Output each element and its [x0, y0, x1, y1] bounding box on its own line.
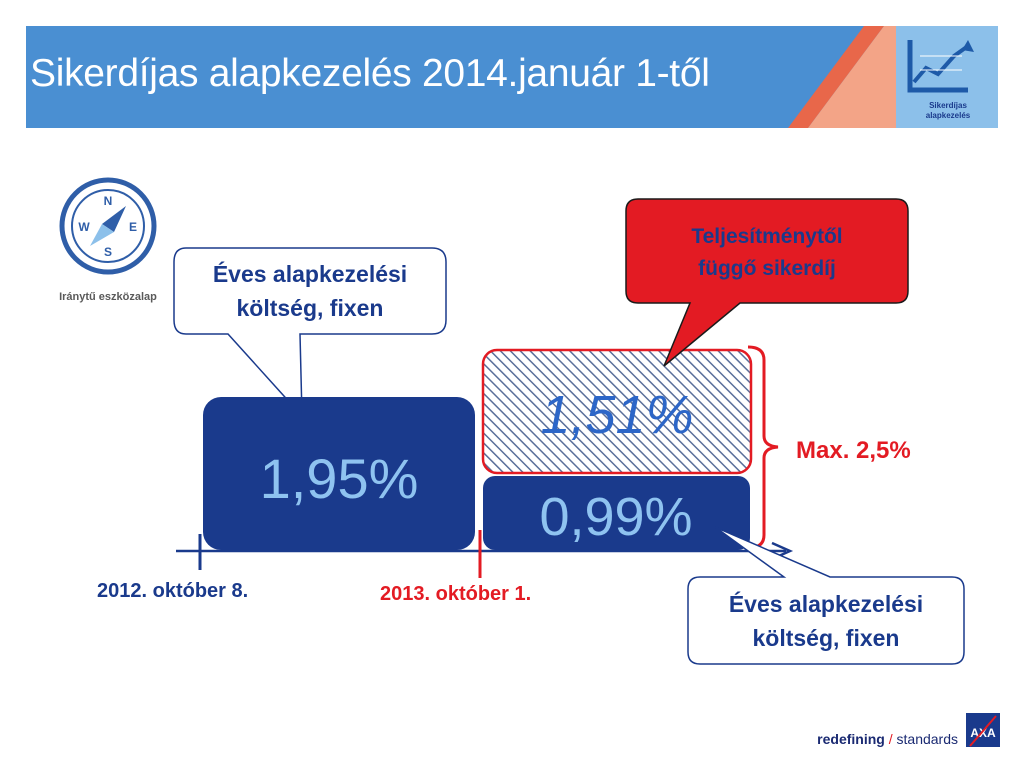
axa-brand: AXA [970, 726, 996, 740]
compass-s: S [104, 245, 112, 259]
bar-performance-fee-value: 1,51% [540, 385, 693, 445]
callout-left-line1: Éves alapkezelési [213, 260, 407, 287]
bar-new-fixed-fee-value: 0,99% [539, 487, 692, 547]
axa-logo: AXA [966, 713, 1000, 747]
footer-slogan: redefining / standards [817, 731, 958, 747]
max-bracket: Max. 2,5% [747, 345, 911, 550]
date-start-label: 2012. október 8. [97, 580, 249, 602]
logo-caption-1: Sikerdíjas [929, 101, 967, 110]
callout-right-line1: Éves alapkezelési [729, 590, 923, 617]
bar-performance-fee: 1,51% [481, 348, 753, 475]
slogan-bold: redefining [817, 731, 885, 747]
max-label: Max. 2,5% [796, 437, 911, 464]
header-stripe [788, 26, 896, 128]
callout-performance-line1: Teljesítménytől [691, 225, 842, 248]
callout-fixed-fee-left: Éves alapkezelési költség, fixen [173, 247, 447, 419]
callout-performance-line2: függő sikerdíj [698, 257, 836, 280]
logo-caption-2: alapkezelés [926, 111, 971, 120]
compass-e: E [129, 220, 137, 234]
callout-performance-fee: Teljesítménytől függő sikerdíj [625, 198, 909, 367]
compass-w: W [78, 220, 90, 234]
callout-right-line2: költség, fixen [753, 625, 900, 651]
chart-logo-icon: Sikerdíjas alapkezelés [907, 40, 974, 120]
header-banner: Sikerdíjas alapkezelés 2014.január 1-től… [26, 26, 998, 128]
compass-n: N [104, 194, 113, 208]
bar-old-fee-value: 1,95% [260, 447, 419, 510]
page-title: Sikerdíjas alapkezelés 2014.január 1-től [30, 52, 710, 95]
fund-caption: Iránytű eszközalap [59, 291, 157, 303]
timeline [176, 530, 794, 578]
sikerdijas-logo: Sikerdíjas alapkezelés [896, 26, 998, 128]
compass-logo: N S W E Iránytű eszközalap [59, 177, 157, 303]
callout-fixed-fee-right: Éves alapkezelési költség, fixen [687, 526, 965, 665]
bar-old-fee: 1,95% [203, 397, 475, 550]
slogan-separator: / [888, 731, 893, 747]
callout-left-line2: költség, fixen [237, 295, 384, 321]
date-change-label: 2013. október 1. [380, 583, 532, 605]
slogan-rest: standards [896, 731, 958, 747]
bar-new-fixed-fee: 0,99% [483, 476, 750, 550]
